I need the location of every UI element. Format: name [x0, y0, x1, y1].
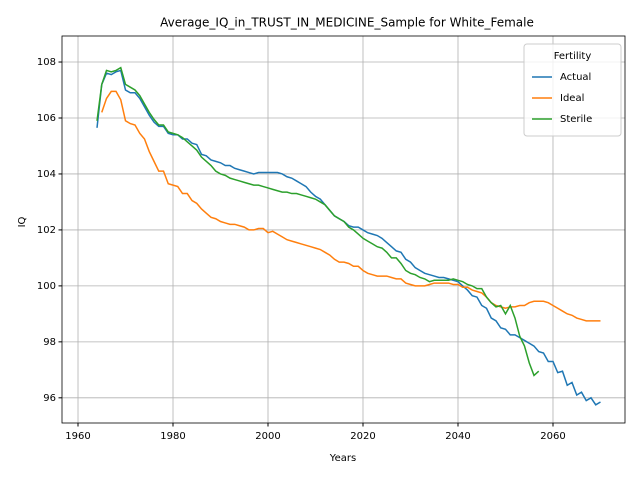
axes-frame	[61, 35, 626, 424]
line-series	[96, 69, 601, 406]
y-tick-label: 100	[37, 281, 56, 292]
y-tick-label: 102	[37, 225, 56, 236]
y-tick-label: 98	[43, 337, 56, 348]
legend: Fertility Actual Ideal Sterile	[523, 43, 622, 137]
chart-title: Average_IQ_in_TRUST_IN_MEDICINE_Sample f…	[160, 16, 534, 30]
x-tick-label: 2020	[350, 431, 375, 442]
y-tick-label: 96	[43, 393, 56, 404]
legend-title: Fertility	[554, 51, 592, 62]
x-tick-label: 2040	[445, 431, 470, 442]
legend-label: Actual	[560, 72, 591, 83]
legend-label: Ideal	[560, 93, 584, 104]
x-tick-label: 2060	[540, 431, 565, 442]
x-axis-label: Years	[329, 453, 356, 464]
legend-label: Sterile	[560, 114, 592, 125]
x-tick-label: 1980	[160, 431, 185, 442]
line-series	[96, 66, 540, 377]
y-tick-label: 104	[37, 169, 56, 180]
x-tick-label: 1960	[65, 431, 90, 442]
y-tick-label: 106	[37, 113, 56, 124]
line-series	[101, 90, 601, 322]
y-tick-label: 108	[37, 57, 56, 68]
legend-box	[523, 43, 622, 137]
y-axis-label: IQ	[17, 216, 28, 227]
x-tick-label: 2000	[255, 431, 280, 442]
